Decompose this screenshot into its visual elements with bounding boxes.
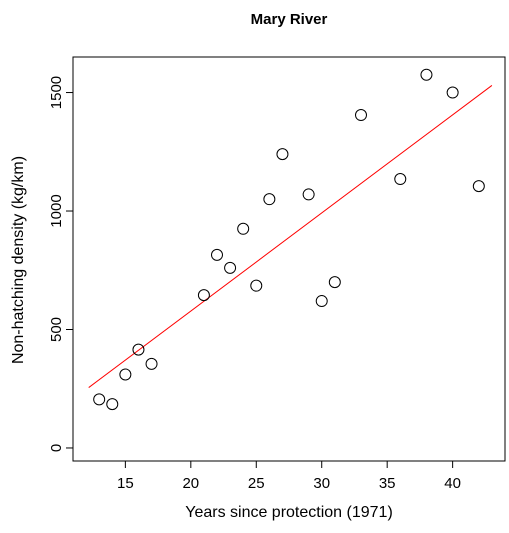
- data-point: [119, 368, 132, 381]
- y-axis: 0 500 1000 1500: [48, 76, 73, 452]
- y-axis-label: Non-hatching density (kg/km): [10, 156, 27, 364]
- data-point: [420, 68, 433, 81]
- y-tick-label: 500: [48, 317, 65, 342]
- x-tick-label: 30: [313, 475, 330, 492]
- data-point: [472, 180, 485, 193]
- x-tick-label: 35: [379, 475, 396, 492]
- data-point: [132, 343, 145, 356]
- fit-line-layer: [88, 85, 493, 388]
- data-point: [224, 261, 237, 274]
- x-tick-label: 15: [117, 475, 134, 492]
- y-tick-label: 0: [48, 444, 65, 452]
- y-tick-label: 1000: [48, 194, 65, 227]
- data-point: [263, 193, 276, 206]
- x-tick-label: 20: [182, 475, 199, 492]
- data-point: [328, 276, 341, 289]
- data-point: [250, 279, 263, 292]
- x-tick-label: 40: [444, 475, 461, 492]
- data-point: [211, 248, 223, 261]
- data-point: [276, 148, 289, 161]
- data-point: [106, 398, 119, 411]
- data-point: [237, 222, 250, 235]
- plot-frame: [72, 56, 506, 462]
- data-point: [355, 109, 367, 122]
- chart-title: Mary River: [251, 11, 328, 28]
- y-tick-label: 1500: [48, 76, 65, 109]
- data-point: [145, 357, 158, 370]
- data-point: [93, 393, 106, 406]
- x-axis-label: Years since protection (1971): [185, 504, 393, 521]
- data-point: [394, 173, 407, 186]
- data-point: [302, 188, 315, 201]
- x-axis: 15 20 25 30 35 40: [117, 461, 461, 492]
- x-tick-label: 25: [248, 475, 265, 492]
- data-point: [197, 289, 210, 302]
- regression-line: [88, 85, 493, 388]
- data-point: [446, 86, 459, 99]
- data-points: [93, 68, 485, 411]
- data-point: [315, 295, 328, 308]
